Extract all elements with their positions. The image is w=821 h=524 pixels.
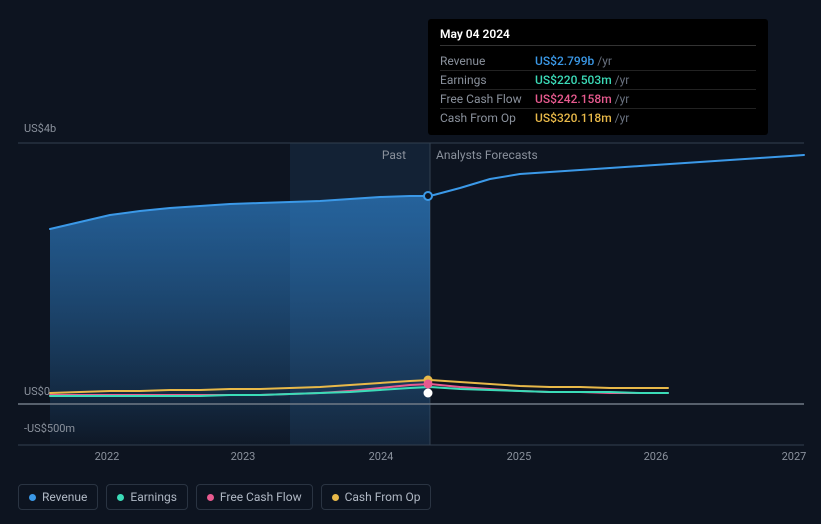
tooltip-row: Cash From OpUS$320.118m/yr xyxy=(440,109,756,127)
svg-text:Analysts Forecasts: Analysts Forecasts xyxy=(436,148,538,162)
tooltip-metric-unit: /yr xyxy=(615,73,630,87)
legend-label: Earnings xyxy=(130,490,177,504)
legend-item[interactable]: Free Cash Flow xyxy=(196,484,313,510)
tooltip-metric-unit: /yr xyxy=(615,111,630,125)
tooltip-metric-label: Cash From Op xyxy=(440,111,535,125)
tooltip-metric-value: US$242.158m xyxy=(535,92,612,106)
tooltip-row: Free Cash FlowUS$242.158m/yr xyxy=(440,90,756,109)
chart-legend: Revenue Earnings Free Cash Flow Cash From O… xyxy=(18,484,431,510)
svg-text:2023: 2023 xyxy=(231,450,256,463)
svg-text:Past: Past xyxy=(382,148,406,162)
tooltip-row: RevenueUS$2.799b/yr xyxy=(440,52,756,71)
tooltip-metric-label: Earnings xyxy=(440,73,535,87)
legend-dot-icon xyxy=(117,494,124,501)
tooltip-metric-value: US$320.118m xyxy=(535,111,612,125)
svg-text:2027: 2027 xyxy=(782,450,807,463)
legend-label: Cash From Op xyxy=(345,490,421,504)
tooltip-metric-unit: /yr xyxy=(597,54,612,68)
tooltip-row: EarningsUS$220.503m/yr xyxy=(440,71,756,90)
svg-text:2026: 2026 xyxy=(644,450,669,463)
svg-text:US$0: US$0 xyxy=(24,385,50,398)
legend-dot-icon xyxy=(207,494,214,501)
tooltip-metric-label: Free Cash Flow xyxy=(440,92,535,106)
legend-dot-icon xyxy=(332,494,339,501)
legend-label: Free Cash Flow xyxy=(220,490,302,504)
legend-item[interactable]: Revenue xyxy=(18,484,98,510)
tooltip-metric-value: US$2.799b xyxy=(535,54,594,68)
legend-item[interactable]: Earnings xyxy=(106,484,188,510)
legend-label: Revenue xyxy=(42,490,87,504)
svg-text:2022: 2022 xyxy=(95,450,120,463)
svg-text:2024: 2024 xyxy=(369,450,394,463)
svg-text:US$4b: US$4b xyxy=(24,122,56,135)
tooltip-metric-label: Revenue xyxy=(440,54,535,68)
tooltip-metric-value: US$220.503m xyxy=(535,73,612,87)
svg-text:-US$500m: -US$500m xyxy=(24,422,75,435)
legend-item[interactable]: Cash From Op xyxy=(321,484,432,510)
svg-text:2025: 2025 xyxy=(507,450,532,463)
chart-tooltip: May 04 2024 RevenueUS$2.799b/yrEarningsU… xyxy=(428,19,768,135)
tooltip-metric-unit: /yr xyxy=(615,92,630,106)
tooltip-date: May 04 2024 xyxy=(440,27,756,46)
legend-dot-icon xyxy=(29,494,36,501)
